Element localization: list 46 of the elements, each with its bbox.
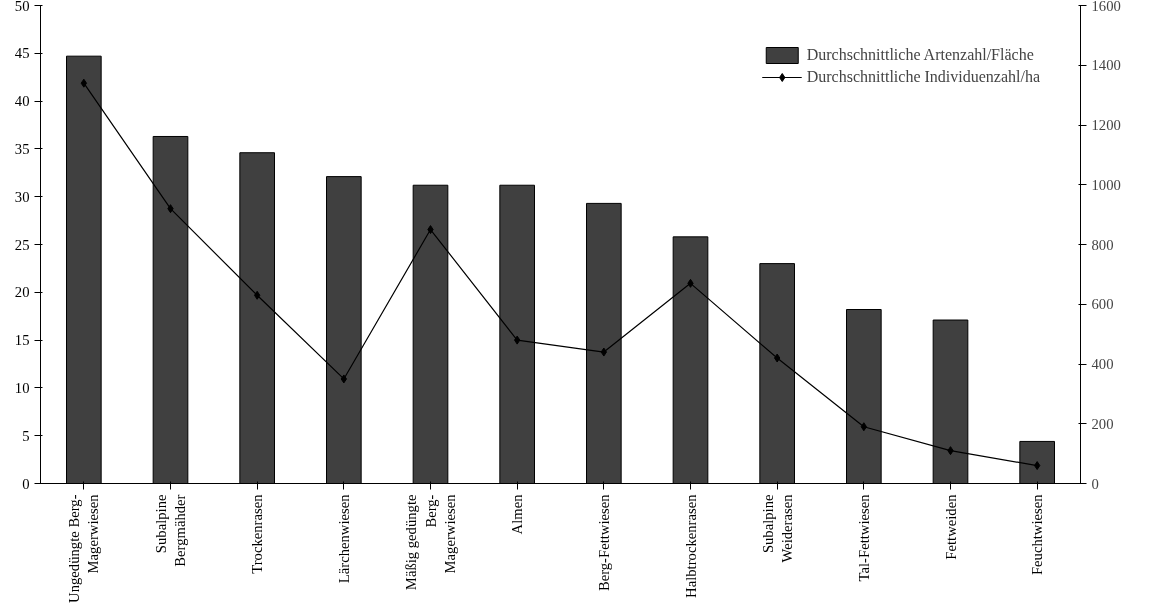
y2-tick-label: 1400 bbox=[1091, 57, 1121, 74]
point bbox=[340, 374, 347, 384]
y2-tick-label: 800 bbox=[1091, 236, 1114, 253]
x-tick-label: Trockenrasen bbox=[249, 493, 266, 574]
y2-tick-label: 400 bbox=[1091, 356, 1114, 372]
y-tick-label: 35 bbox=[14, 140, 30, 157]
x-tick-label: Subalpine Bergmähder bbox=[152, 494, 189, 567]
y-tick-label: 40 bbox=[14, 93, 30, 110]
x-tick-label: Ungedüngte Berg- Magerwiesen bbox=[66, 493, 102, 603]
x-tick-label: Feuchtwiesen bbox=[1029, 493, 1046, 576]
y-tick-label: 5 bbox=[22, 427, 30, 444]
x-tick-label: Halbtrockenrasen bbox=[682, 493, 699, 598]
y2-tick-label: 1000 bbox=[1091, 176, 1121, 193]
point bbox=[1034, 461, 1041, 471]
point bbox=[860, 422, 867, 432]
y-tick-label: 15 bbox=[14, 332, 30, 349]
y2-tick-label: 1200 bbox=[1091, 117, 1121, 133]
y2-tick-label: 0 bbox=[1091, 475, 1099, 492]
y-tick-label: 30 bbox=[14, 188, 30, 205]
y-tick-label: 10 bbox=[14, 379, 30, 396]
y2-tick-label: 600 bbox=[1091, 296, 1114, 313]
point bbox=[947, 446, 954, 456]
legend-label: Durchschnittliche Artenzahl/Fläche bbox=[806, 46, 1034, 64]
y2-tick-label: 1600 bbox=[1091, 0, 1121, 14]
y-tick-label: 45 bbox=[14, 45, 30, 62]
x-tick-label: Lärchenwiesen bbox=[335, 493, 352, 584]
x-tick-label: Berg-Fettwiesen bbox=[595, 493, 612, 592]
x-tick-label: Fettweiden bbox=[942, 493, 959, 560]
point bbox=[80, 78, 87, 88]
point bbox=[254, 290, 261, 300]
point bbox=[687, 278, 694, 288]
legend-label: Durchschnittliche Individuenzahl/ha bbox=[806, 68, 1040, 86]
point bbox=[774, 353, 781, 363]
x-tick-label: Tal-Fettwiesen bbox=[855, 493, 872, 582]
y2-tick-label: 200 bbox=[1091, 415, 1114, 432]
y-tick-label: 50 bbox=[14, 0, 30, 14]
point bbox=[600, 347, 607, 357]
x-tick-label: Mäßig gedüngte Berg- Magerwiesen bbox=[403, 493, 458, 591]
point bbox=[167, 204, 174, 214]
x-tick-label: Almen bbox=[509, 493, 526, 535]
y-tick-label: 0 bbox=[22, 475, 30, 492]
point bbox=[514, 335, 521, 345]
y-tick-label: 20 bbox=[14, 284, 30, 301]
x-tick-label: Subalpine Weiderasen bbox=[759, 493, 795, 563]
point bbox=[427, 225, 434, 235]
y-tick-label: 25 bbox=[14, 236, 30, 253]
